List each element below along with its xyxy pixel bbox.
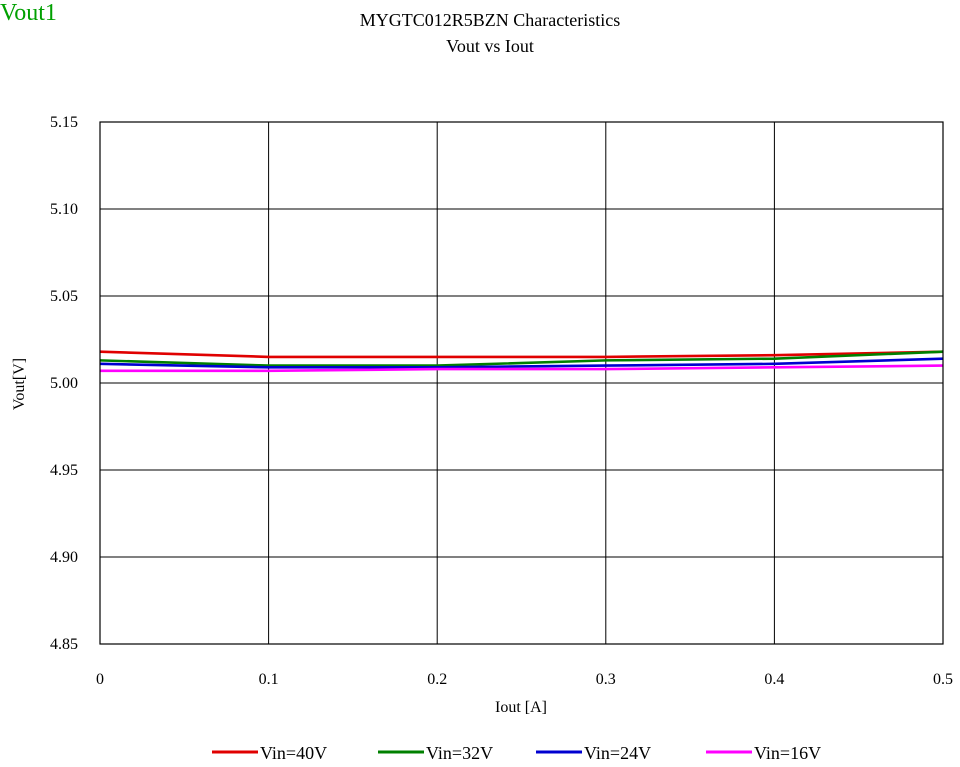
y-tick-label: 4.95	[50, 462, 78, 479]
y-tick-label: 5.05	[50, 288, 78, 305]
y-tick-label: 5.00	[50, 375, 78, 392]
x-axis-label: Iout [A]	[495, 699, 547, 716]
x-tick-label: 0.4	[764, 671, 784, 688]
x-tick-label: 0.3	[596, 671, 616, 688]
corner-label: Vout1	[0, 0, 57, 26]
x-tick-label: 0	[96, 671, 104, 688]
grid	[99, 121, 944, 645]
y-tick-label: 5.15	[50, 114, 78, 131]
legend-label: Vin=16V	[754, 743, 821, 763]
legend-label: Vin=32V	[426, 743, 493, 763]
y-tick-label: 4.85	[50, 636, 78, 653]
chart-title: MYGTC012R5BZN Characteristics	[360, 10, 620, 30]
y-tick-label: 5.10	[50, 201, 78, 218]
legend-label: Vin=24V	[584, 743, 651, 763]
x-tick-label: 0.2	[427, 671, 447, 688]
legend-label: Vin=40V	[260, 743, 327, 763]
tick-labels: 0 0.1 0.2 0.3 0.4 0.5 4.85 4.90 4.95 5.00 5.05 5.10…	[50, 114, 953, 688]
series-line-vin-32v	[99, 350, 944, 367]
y-axis-label: Vout[V]	[11, 358, 28, 410]
series-line-vin-16v	[100, 364, 944, 373]
plot-frame	[99, 121, 944, 645]
x-tick-label: 0.5	[933, 671, 953, 688]
series-lines	[99, 350, 944, 373]
y-tick-label: 4.90	[50, 549, 78, 566]
series-line-vin-24v	[99, 357, 944, 369]
x-tick-label: 0.1	[259, 671, 279, 688]
series-line-vin-40v	[99, 350, 944, 359]
legend: Vin=40V Vin=32V Vin=24V Vin=16V	[212, 743, 821, 763]
chart-subtitle: Vout vs Iout	[446, 36, 534, 56]
